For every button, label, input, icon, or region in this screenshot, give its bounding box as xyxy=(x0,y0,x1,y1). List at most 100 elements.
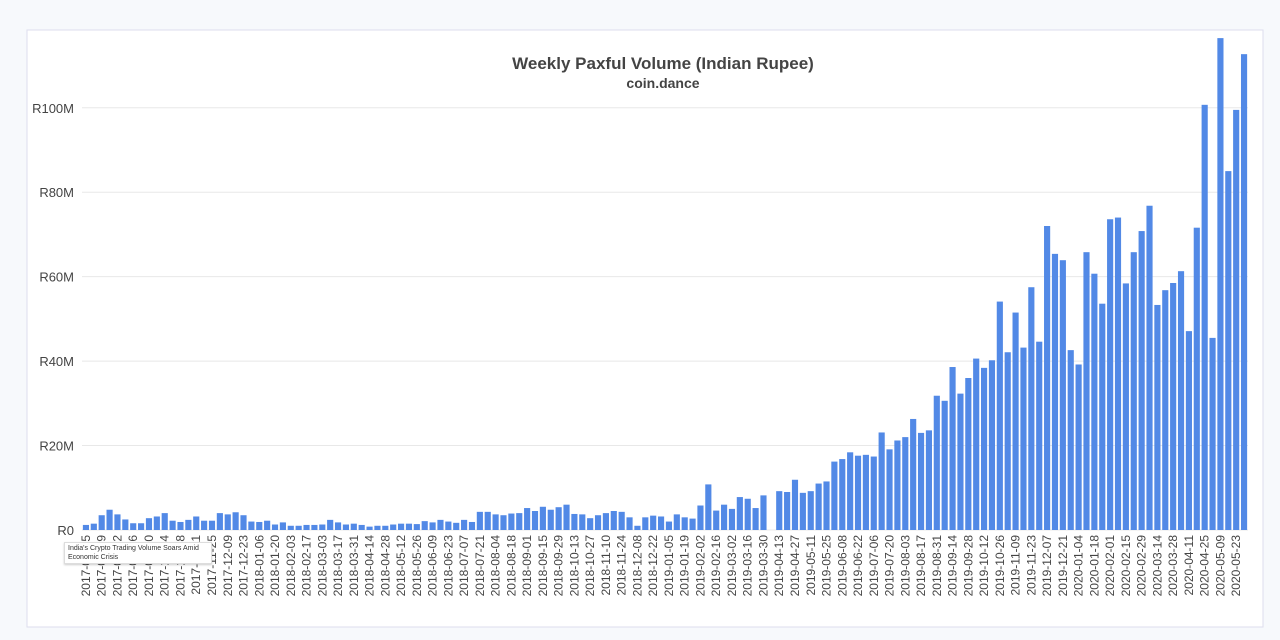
x-tick-label: 2020-04-11 xyxy=(1182,535,1196,596)
bar xyxy=(264,520,271,530)
bar xyxy=(1177,271,1185,530)
x-tick-label: 2019-09-28 xyxy=(961,535,975,597)
x-tick-label: 2020-02-15 xyxy=(1119,535,1133,597)
bar xyxy=(744,498,751,530)
bar xyxy=(224,514,231,530)
bar xyxy=(791,479,799,530)
bar xyxy=(673,514,680,530)
x-tick-label: 2019-03-16 xyxy=(741,535,755,597)
x-tick-label: 2019-08-03 xyxy=(898,535,912,597)
bar xyxy=(476,511,483,530)
bar xyxy=(555,507,562,530)
bar xyxy=(169,520,176,530)
x-tick-label: 2018-09-01 xyxy=(520,535,534,597)
x-tick-label: 2018-10-13 xyxy=(567,535,581,597)
bar xyxy=(1162,290,1169,530)
x-tick-label: 2019-05-25 xyxy=(820,535,834,597)
bar xyxy=(429,522,436,530)
bar xyxy=(366,526,373,530)
chart-subtitle: coin.dance xyxy=(626,75,699,91)
bar xyxy=(145,518,153,530)
bar xyxy=(1146,205,1153,530)
bar xyxy=(248,521,255,530)
bar xyxy=(1240,54,1248,531)
bar xyxy=(965,378,972,530)
x-tick-label: 2019-04-13 xyxy=(772,535,786,597)
x-tick-label: 2018-08-18 xyxy=(504,535,518,597)
bar xyxy=(516,513,523,530)
bar xyxy=(886,449,893,530)
x-tick-label: 2019-06-08 xyxy=(835,535,849,597)
x-tick-label: 2019-01-19 xyxy=(678,535,692,597)
x-tick-label: 2018-11-24 xyxy=(615,535,629,596)
bar xyxy=(1044,226,1051,530)
bar xyxy=(98,515,105,530)
bar xyxy=(1012,312,1019,530)
bar xyxy=(949,367,956,530)
x-tick-label: 2018-11-10 xyxy=(599,535,613,596)
bar xyxy=(925,430,932,530)
bar xyxy=(1099,303,1106,530)
bar xyxy=(933,395,940,530)
bar xyxy=(705,484,712,530)
bar xyxy=(602,513,609,530)
bar xyxy=(941,400,948,530)
bar xyxy=(342,524,349,530)
x-tick-label: 2020-05-23 xyxy=(1229,535,1243,597)
x-tick-label: 2019-07-06 xyxy=(867,535,881,597)
x-tick-label: 2019-06-22 xyxy=(851,535,865,597)
bar xyxy=(350,523,357,530)
bar xyxy=(382,525,389,530)
x-tick-label: 2018-01-06 xyxy=(252,535,266,597)
y-tick-label: R60M xyxy=(39,270,74,285)
bar xyxy=(1020,347,1027,530)
bar xyxy=(1091,273,1098,530)
x-tick-label: 2018-04-14 xyxy=(363,535,377,597)
bar xyxy=(665,521,673,530)
bar xyxy=(839,459,846,530)
bar xyxy=(1138,231,1145,531)
bar xyxy=(398,523,405,530)
x-tick-label: 2020-01-18 xyxy=(1087,535,1101,597)
bar xyxy=(390,524,397,530)
bar xyxy=(681,517,688,530)
bar xyxy=(1051,253,1059,530)
bar xyxy=(862,454,869,530)
bar xyxy=(1083,252,1090,530)
x-tick-label: 2018-07-21 xyxy=(473,535,487,597)
bar xyxy=(484,511,491,530)
x-tick-label: 2018-09-15 xyxy=(536,535,550,597)
bar xyxy=(468,521,476,530)
bar xyxy=(988,360,996,530)
x-tick-label: 2019-12-21 xyxy=(1056,535,1070,597)
bar xyxy=(996,301,1003,530)
bar xyxy=(587,518,594,530)
bar xyxy=(539,506,546,530)
bar xyxy=(878,432,885,530)
x-tick-label: 2019-03-30 xyxy=(756,535,770,597)
bar xyxy=(634,525,641,530)
bar xyxy=(618,511,625,530)
bar xyxy=(902,437,909,530)
y-tick-label: R100M xyxy=(32,101,74,116)
x-tick-label: 2018-02-17 xyxy=(300,535,314,597)
x-tick-label: 2019-02-02 xyxy=(693,535,707,597)
x-tick-label: 2018-03-31 xyxy=(347,535,361,597)
x-tick-label: 2020-02-01 xyxy=(1103,535,1117,597)
bar xyxy=(161,513,168,530)
bar xyxy=(122,519,129,530)
bar xyxy=(405,523,413,530)
bar xyxy=(1193,227,1200,530)
bar xyxy=(287,525,294,530)
bar xyxy=(82,524,90,530)
bar xyxy=(334,522,342,530)
bar xyxy=(1209,337,1216,530)
bar xyxy=(854,455,862,530)
bar xyxy=(201,520,208,530)
x-tick-label: 2018-12-22 xyxy=(646,535,660,597)
bar xyxy=(610,511,617,530)
bar xyxy=(153,516,160,530)
x-tick-label: 2020-01-04 xyxy=(1072,535,1086,597)
bar xyxy=(713,510,720,530)
bar xyxy=(784,492,791,530)
